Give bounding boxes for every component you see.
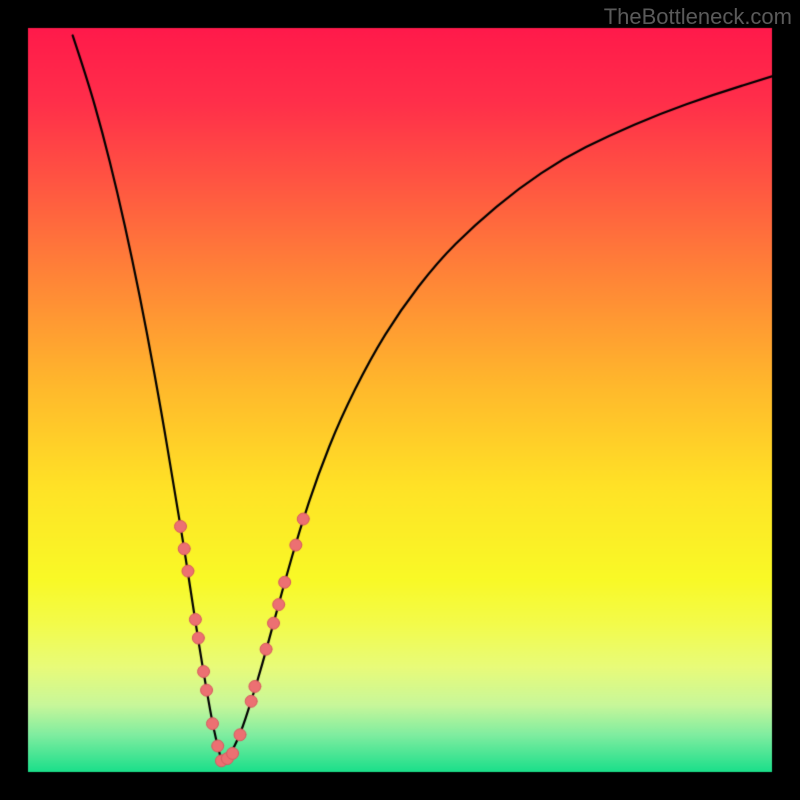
chart-container: TheBottleneck.com — [0, 0, 800, 800]
bottleneck-curve-chart — [0, 0, 800, 800]
watermark-text: TheBottleneck.com — [604, 4, 792, 30]
